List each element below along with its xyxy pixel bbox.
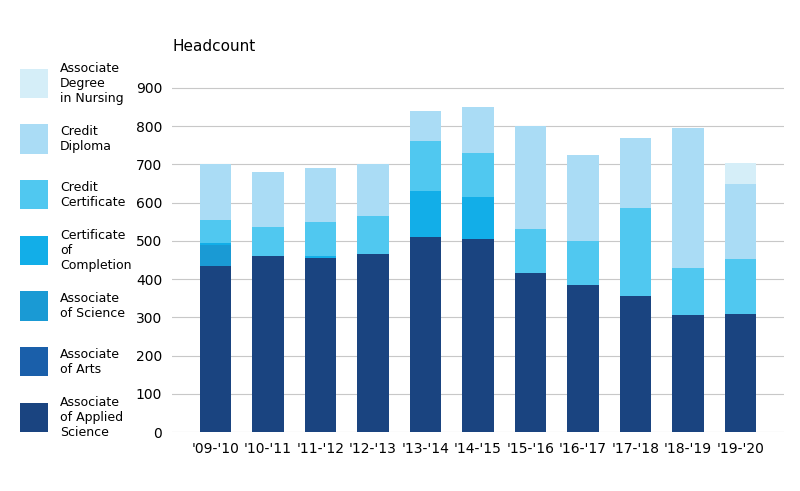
Bar xyxy=(305,222,336,256)
Bar xyxy=(200,266,231,432)
Bar xyxy=(305,256,336,258)
Text: Associate
Degree
in Nursing: Associate Degree in Nursing xyxy=(60,62,124,105)
Bar xyxy=(252,172,284,227)
Bar xyxy=(358,164,389,216)
Text: Associate
of Science: Associate of Science xyxy=(60,292,125,320)
Bar xyxy=(410,237,442,432)
Bar xyxy=(620,208,651,296)
Bar xyxy=(462,197,494,239)
Text: Associate
of Arts: Associate of Arts xyxy=(60,348,120,376)
Bar xyxy=(462,239,494,432)
Bar xyxy=(672,315,704,432)
Bar xyxy=(672,128,704,268)
Bar xyxy=(200,245,231,266)
Bar xyxy=(672,268,704,315)
Text: Associate
of Applied
Science: Associate of Applied Science xyxy=(60,396,123,439)
Text: Certificate
of
Completion: Certificate of Completion xyxy=(60,229,131,272)
Bar xyxy=(410,111,442,141)
Bar xyxy=(514,273,546,432)
Bar xyxy=(358,216,389,254)
Bar xyxy=(305,168,336,222)
Text: Credit
Certificate: Credit Certificate xyxy=(60,181,126,209)
Bar xyxy=(567,155,598,241)
Bar xyxy=(200,164,231,220)
Bar xyxy=(725,259,756,314)
Bar xyxy=(620,137,651,208)
Bar xyxy=(252,256,284,432)
Bar xyxy=(462,107,494,153)
Bar xyxy=(725,163,756,184)
Bar xyxy=(305,258,336,432)
Bar xyxy=(358,254,389,432)
Bar xyxy=(410,141,442,191)
Bar xyxy=(567,285,598,432)
Bar xyxy=(567,241,598,285)
Bar xyxy=(462,153,494,197)
Bar xyxy=(410,191,442,237)
Text: Headcount: Headcount xyxy=(172,39,255,54)
Bar xyxy=(725,314,756,432)
Bar xyxy=(514,126,546,229)
Text: Credit
Diploma: Credit Diploma xyxy=(60,125,112,153)
Bar xyxy=(725,184,756,259)
Bar xyxy=(200,243,231,245)
Bar xyxy=(620,296,651,432)
Bar xyxy=(514,229,546,273)
Bar xyxy=(200,220,231,243)
Bar xyxy=(252,227,284,256)
